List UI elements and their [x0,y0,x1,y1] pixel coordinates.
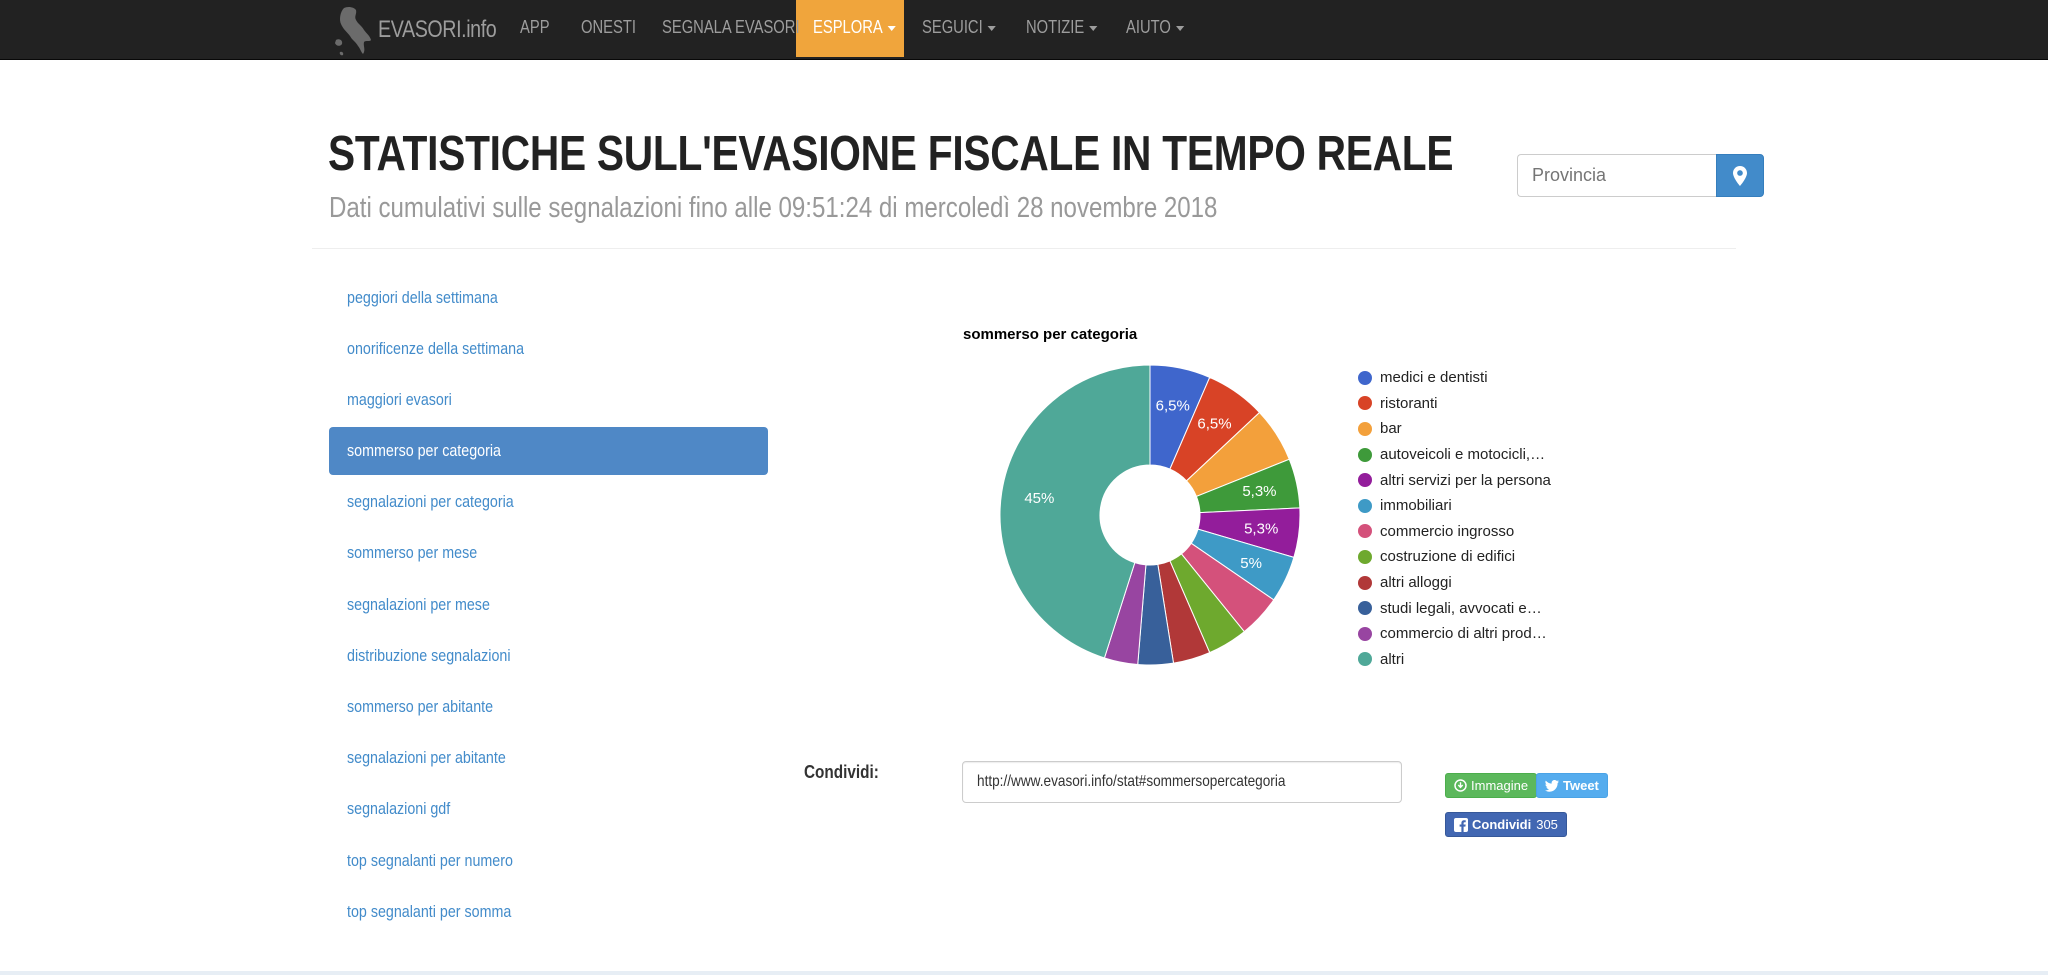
legend-color-dot [1358,652,1372,667]
legend-label: bar [1380,420,1402,438]
nav-item-segnala-evasori[interactable]: SEGNALA EVASORI [662,17,800,37]
sidebar-item-maggiori-evasori[interactable]: maggiori evasori [347,390,452,409]
page-subtitle: Dati cumulativi sulle segnalazioni fino … [329,192,1218,224]
legend-color-dot [1358,575,1372,590]
legend-label: autoveicoli e motocicli,… [1380,446,1546,464]
sidebar-item-peggiori-settimana[interactable]: peggiori della settimana [347,288,498,307]
legend-color-dot [1358,601,1372,616]
sidebar-item-distribuzione-segnalazioni[interactable]: distribuzione segnalazioni [347,646,511,665]
legend-label: ristoranti [1380,394,1438,412]
legend-label: altri [1380,650,1405,668]
pie-slice-label-5: 5% [1240,555,1262,572]
page-title: STATISTICHE SULL'EVASIONE FISCALE IN TEM… [328,127,1454,181]
legend-item[interactable]: commercio di altri prod… [1357,621,1551,647]
pie-slice-label-0: 6,5% [1156,397,1190,414]
province-locate-button[interactable] [1716,154,1764,197]
legend-item[interactable]: ristoranti [1357,391,1551,417]
legend-color-dot [1358,370,1372,385]
legend-label: altri servizi per la persona [1380,471,1551,489]
legend-label: studi legali, avvocati e… [1380,599,1542,617]
legend-item[interactable]: medici e dentisti [1357,365,1551,391]
legend-item[interactable]: bar [1357,416,1551,442]
nav-item-seguici[interactable]: SEGUICI [922,0,996,60]
share-label: Condividi: [804,762,879,782]
legend-item[interactable]: altri servizi per la persona [1357,467,1551,493]
legend-color-dot [1358,473,1372,488]
top-navbar: EVASORI.info APP ONESTI SEGNALA EVASORI … [0,0,2048,60]
legend-color-dot [1358,498,1372,513]
nav-item-esplora[interactable]: ESPLORA [813,0,896,60]
legend-color-dot [1358,421,1372,436]
pie-slice-label-3: 5,3% [1242,483,1276,500]
caret-down-icon [1089,25,1098,31]
pie-slice-label-4: 5,3% [1244,520,1278,537]
sidebar-item-sommerso-per-categoria[interactable]: sommerso per categoria [329,427,768,475]
tweet-button[interactable]: Tweet [1536,773,1608,798]
sidebar-item-segnalazioni-per-abitante[interactable]: segnalazioni per abitante [347,748,506,767]
italy-logo-icon [335,6,371,56]
sidebar-item-top-segnalanti-numero[interactable]: top segnalanti per numero [347,851,513,870]
donut-chart: 6,5% 6,5% 5,3% 5,3% 5% 45% [999,364,1301,666]
nav-item-notizie[interactable]: NOTIZIE [1026,0,1098,60]
legend-item[interactable]: altri [1357,647,1551,673]
footer-divider [0,971,2048,975]
header-divider [312,248,1736,249]
chart-title: sommerso per categoria [963,326,1138,343]
legend-label: altri alloggi [1380,574,1452,592]
sidebar-item-segnalazioni-per-categoria[interactable]: segnalazioni per categoria [347,492,514,511]
legend-color-dot [1358,524,1372,539]
download-circle-icon [1454,779,1467,792]
brand[interactable]: EVASORI.info [330,0,522,60]
caret-down-icon [987,25,996,31]
sidebar-item-top-segnalanti-somma[interactable]: top segnalanti per somma [347,902,512,921]
legend-item[interactable]: autoveicoli e motocicli,… [1357,442,1551,468]
pie-slice-label-11: 45% [1024,490,1054,507]
legend-item[interactable]: studi legali, avvocati e… [1357,595,1551,621]
legend-label: commercio di altri prod… [1380,625,1547,643]
brand-name: EVASORI.info [378,16,497,43]
legend-item[interactable]: costruzione di edifici [1357,544,1551,570]
legend-color-dot [1358,626,1372,641]
map-marker-icon [1733,165,1747,186]
facebook-share-button[interactable]: Condividi 305 [1445,812,1567,837]
legend-label: costruzione di edifici [1380,548,1516,566]
sidebar-item-segnalazioni-gdf[interactable]: segnalazioni gdf [347,799,451,818]
legend-color-dot [1358,447,1372,462]
sidebar-item-sommerso-per-abitante[interactable]: sommerso per abitante [347,697,494,716]
legend-label: commercio ingrosso [1380,522,1515,540]
image-share-button[interactable]: Immagine [1445,773,1538,798]
legend-label: immobiliari [1380,497,1452,515]
twitter-bird-icon [1545,779,1559,792]
pie-slice-label-1: 6,5% [1197,415,1231,432]
nav-item-onesti[interactable]: ONESTI [581,17,636,37]
province-input[interactable] [1517,154,1717,197]
facebook-icon [1454,817,1468,832]
caret-down-icon [887,25,896,31]
caret-down-icon [1175,25,1184,31]
nav-active-background [796,0,904,57]
legend-item[interactable]: altri alloggi [1357,570,1551,596]
share-url-field[interactable]: http://www.evasori.info/stat#sommersoper… [962,761,1402,803]
legend-color-dot [1358,396,1372,411]
nav-item-aiuto[interactable]: AIUTO [1126,0,1184,60]
legend-item[interactable]: immobiliari [1357,493,1551,519]
nav-item-app[interactable]: APP [520,17,550,37]
legend-label: medici e dentisti [1380,369,1488,387]
legend-color-dot [1358,549,1372,564]
sidebar-item-sommerso-per-mese[interactable]: sommerso per mese [347,543,478,562]
facebook-share-count: 305 [1536,817,1558,832]
pie-slice-11 [999,364,1151,659]
legend-item[interactable]: commercio ingrosso [1357,519,1551,545]
chart-legend: medici e dentisti ristoranti bar autoveicol… [1357,365,1551,672]
sidebar-item-onorificenze-settimana[interactable]: onorificenze della settimana [347,339,525,358]
sidebar-item-segnalazioni-per-mese[interactable]: segnalazioni per mese [347,595,490,614]
